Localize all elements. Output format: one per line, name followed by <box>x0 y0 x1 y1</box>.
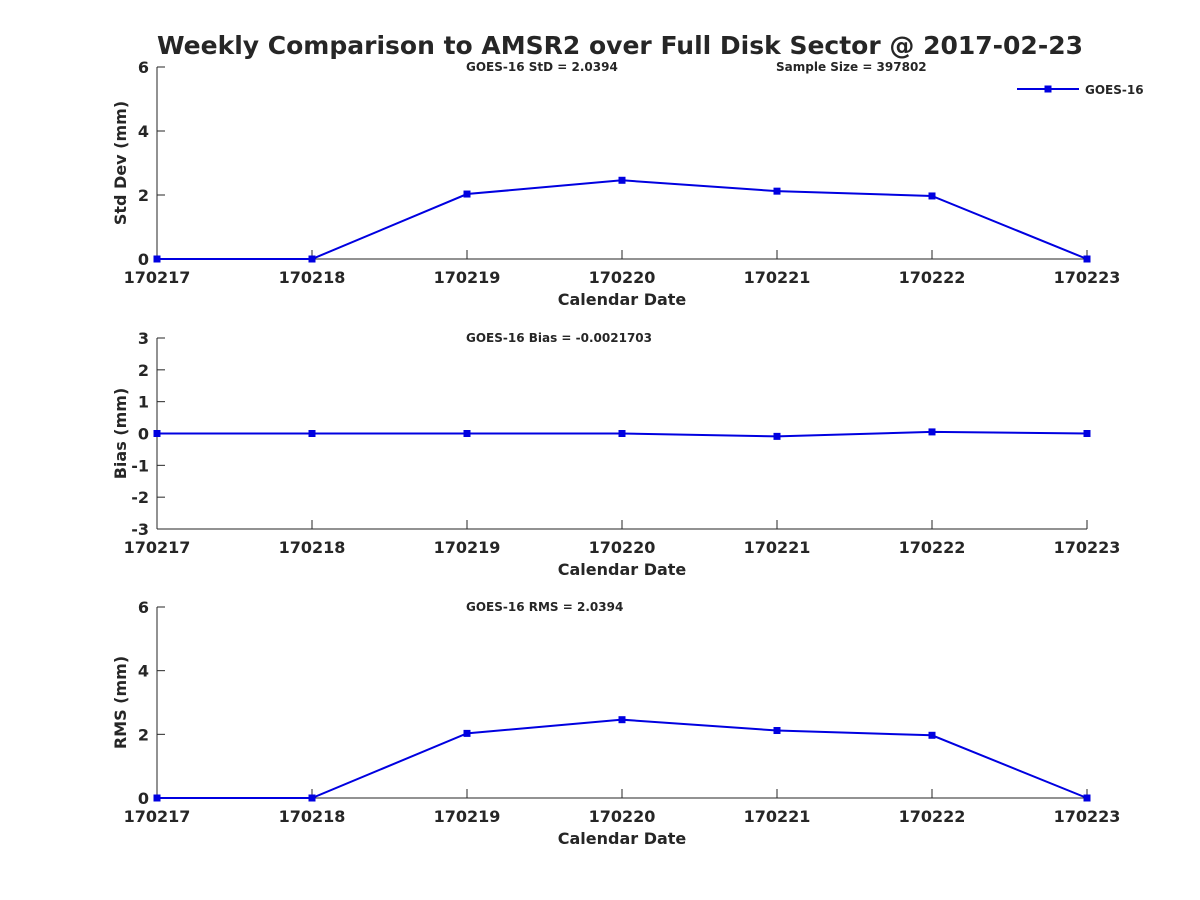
x-tick-label: 170222 <box>899 807 966 826</box>
y-tick-label: 0 <box>138 425 149 444</box>
x-tick-label: 170223 <box>1054 807 1121 826</box>
data-point-marker <box>463 190 471 198</box>
data-point-marker <box>463 729 471 737</box>
y-tick-label: -2 <box>131 488 149 507</box>
x-tick-label: 170221 <box>744 268 811 287</box>
y-tick-label: 2 <box>138 361 149 380</box>
y-tick-label: 2 <box>138 186 149 205</box>
x-tick-label: 170222 <box>899 268 966 287</box>
y-tick-label: 6 <box>138 58 149 77</box>
y-axis-label: Std Dev (mm) <box>111 101 130 225</box>
y-tick-label: 4 <box>138 662 149 681</box>
data-point-marker <box>1083 430 1091 437</box>
y-axis-label: Bias (mm) <box>111 388 130 480</box>
x-tick-label: 170219 <box>434 538 501 557</box>
y-axis-label: RMS (mm) <box>111 656 130 749</box>
data-point-marker <box>1083 255 1091 263</box>
data-point-marker <box>618 716 626 724</box>
data-point-marker <box>308 794 316 802</box>
figure-title: Weekly Comparison to AMSR2 over Full Dis… <box>157 31 1083 60</box>
data-point-marker <box>153 255 161 263</box>
data-point-marker <box>928 192 936 200</box>
data-point-marker <box>618 430 626 437</box>
y-tick-label: 6 <box>138 598 149 617</box>
annotation-text: GOES-16 RMS = 2.0394 <box>466 600 623 614</box>
data-point-marker <box>773 187 781 195</box>
y-tick-label: -3 <box>131 520 149 539</box>
data-point-marker <box>618 176 626 184</box>
x-tick-label: 170218 <box>279 807 346 826</box>
y-tick-label: 0 <box>138 789 149 808</box>
x-tick-label: 170218 <box>279 268 346 287</box>
data-point-marker <box>928 428 936 436</box>
data-point-marker <box>1083 794 1091 802</box>
x-tick-label: 170221 <box>744 807 811 826</box>
x-tick-label: 170221 <box>744 538 811 557</box>
y-tick-label: 4 <box>138 122 149 141</box>
data-point-marker <box>308 255 316 263</box>
data-point-marker <box>773 432 781 440</box>
series-line-goes-16 <box>157 179 1088 260</box>
panel-1: 0 2 4 6 170217 170218 170219 170220 170221 170222… <box>111 58 1144 309</box>
data-point-marker <box>928 731 936 739</box>
x-tick-label: 170223 <box>1054 538 1121 557</box>
data-point-marker <box>153 794 161 802</box>
legend: GOES-16 <box>1017 83 1144 97</box>
y-tick-label: -1 <box>131 456 149 475</box>
data-point-marker <box>153 430 161 437</box>
annotation-text: GOES-16 StD = 2.0394 <box>466 60 618 74</box>
x-tick-label: 170217 <box>124 268 191 287</box>
y-tick-label: 0 <box>138 250 149 269</box>
legend-label: GOES-16 <box>1085 83 1144 97</box>
panel-2: -3 -2 -1 0 1 2 3 170217 170218 170219 170220 170221… <box>111 329 1120 579</box>
panel-3: 0 2 4 6 170217 170218 170219 170220 170221 170222… <box>111 598 1120 848</box>
series-line-goes-16 <box>157 718 1088 799</box>
x-tick-label: 170219 <box>434 268 501 287</box>
x-tick-label: 170220 <box>589 268 656 287</box>
y-tick-label: 2 <box>138 725 149 744</box>
x-axis-label: Calendar Date <box>558 829 687 848</box>
x-tick-label: 170220 <box>589 538 656 557</box>
x-tick-label: 170219 <box>434 807 501 826</box>
y-tick-label: 1 <box>138 393 149 412</box>
annotation-text: Sample Size = 397802 <box>776 60 927 74</box>
x-tick-label: 170217 <box>124 807 191 826</box>
x-tick-label: 170220 <box>589 807 656 826</box>
x-axis-label: Calendar Date <box>558 560 687 579</box>
annotation-text: GOES-16 Bias = -0.0021703 <box>466 331 652 345</box>
x-tick-label: 170223 <box>1054 268 1121 287</box>
y-tick-label: 3 <box>138 329 149 348</box>
x-axis-label: Calendar Date <box>558 290 687 309</box>
x-tick-label: 170222 <box>899 538 966 557</box>
x-tick-label: 170218 <box>279 538 346 557</box>
x-tick-label: 170217 <box>124 538 191 557</box>
data-point-marker <box>773 727 781 735</box>
legend-marker <box>1044 85 1052 93</box>
data-point-marker <box>463 430 471 437</box>
data-point-marker <box>308 430 316 437</box>
